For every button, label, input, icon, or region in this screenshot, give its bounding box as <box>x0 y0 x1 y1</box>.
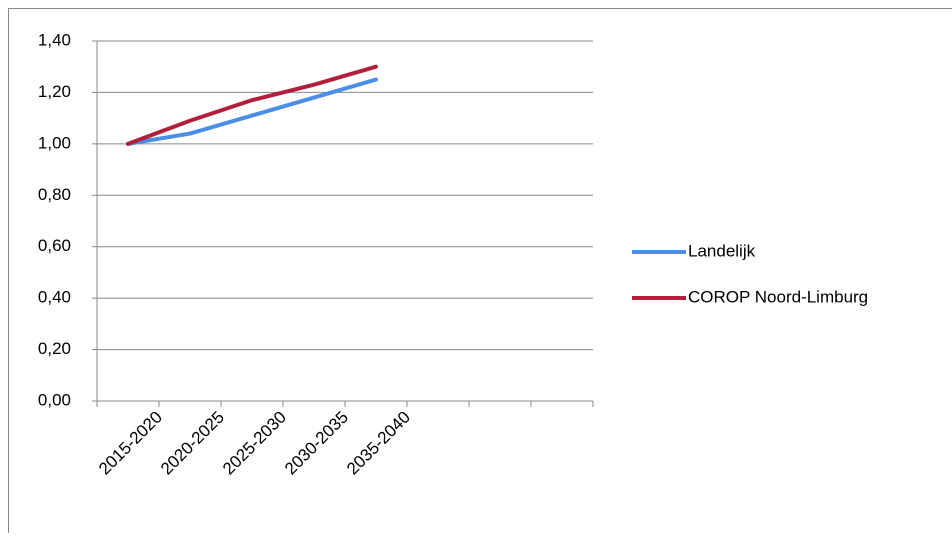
y-tick-label: 1,40 <box>38 30 71 49</box>
series-line <box>128 80 376 144</box>
y-tick-label: 0,60 <box>38 236 71 255</box>
y-tick-label: 0,40 <box>38 288 71 307</box>
chart-border <box>9 9 952 534</box>
legend-label: COROP Noord-Limburg <box>688 287 868 306</box>
legend-label: Landelijk <box>688 241 756 260</box>
y-tick-label: 1,20 <box>38 82 71 101</box>
y-tick-label: 0,00 <box>38 390 71 409</box>
series-line <box>128 67 376 144</box>
y-tick-label: 0,80 <box>38 185 71 204</box>
x-tick-label: 2035-2040 <box>343 408 414 479</box>
y-tick-label: 0,20 <box>38 339 71 358</box>
x-tick-label: 2020-2025 <box>157 408 228 479</box>
x-tick-label: 2015-2020 <box>95 408 166 479</box>
x-tick-label: 2030-2035 <box>281 408 352 479</box>
y-tick-label: 1,00 <box>38 133 71 152</box>
x-tick-label: 2025-2030 <box>219 408 290 479</box>
